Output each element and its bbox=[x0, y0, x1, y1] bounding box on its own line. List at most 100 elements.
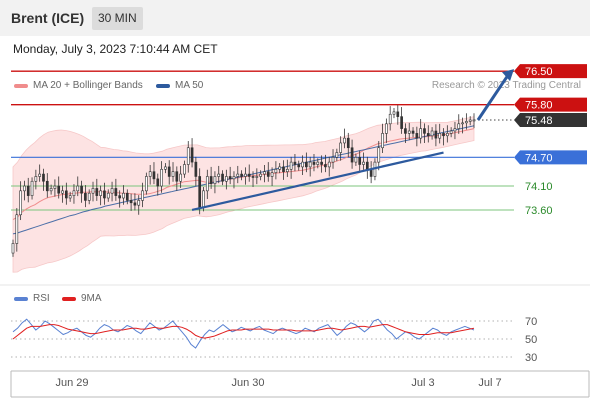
9ma-line bbox=[12, 324, 475, 340]
candle-body bbox=[358, 157, 362, 165]
candle-body bbox=[438, 133, 442, 139]
candle-body bbox=[350, 147, 354, 163]
candle-body bbox=[68, 195, 72, 199]
candle-body bbox=[72, 190, 76, 196]
candle-body bbox=[53, 185, 57, 189]
level-label-75-48: 75.48 bbox=[525, 115, 553, 127]
candle-body bbox=[194, 161, 198, 177]
candle-body bbox=[324, 164, 327, 168]
bollinger-band-layer bbox=[12, 116, 475, 273]
candle-body bbox=[122, 192, 125, 199]
candle-body bbox=[343, 137, 346, 144]
candle-body bbox=[415, 133, 419, 139]
candle-body bbox=[38, 173, 42, 177]
candle-body bbox=[396, 111, 400, 117]
candle-body bbox=[301, 161, 304, 168]
candle-body bbox=[145, 176, 148, 192]
candle-body bbox=[407, 130, 411, 134]
candle-body bbox=[95, 188, 99, 196]
candle-body bbox=[34, 176, 38, 182]
candle-body bbox=[133, 202, 137, 206]
candle-body bbox=[61, 190, 64, 194]
candle-body bbox=[141, 190, 144, 201]
ma20-legend-label: MA 20 + Bollinger Bands bbox=[33, 80, 143, 91]
candle-body bbox=[186, 147, 190, 165]
ma50-legend-label: MA 50 bbox=[175, 80, 204, 91]
level-label-73-60: 73.60 bbox=[525, 205, 553, 217]
candle-body bbox=[449, 130, 453, 134]
candle-body bbox=[106, 192, 110, 199]
ma9-legend-label: 9MA bbox=[81, 293, 102, 304]
instrument-title: Brent (ICE) bbox=[11, 10, 85, 26]
candle-body bbox=[11, 243, 15, 254]
level-label-74-70: 74.70 bbox=[525, 152, 553, 164]
candle-body bbox=[282, 166, 285, 172]
candle-body bbox=[167, 166, 171, 177]
candle-body bbox=[205, 176, 209, 192]
forecast-arrow-shaft bbox=[476, 74, 510, 121]
candle-body bbox=[297, 164, 301, 168]
candle-body bbox=[42, 173, 45, 182]
rsi-tick-50: 50 bbox=[525, 334, 537, 346]
candle-body bbox=[137, 200, 141, 206]
ma20-line bbox=[12, 128, 475, 221]
candle-body bbox=[308, 161, 312, 168]
candle-body bbox=[118, 195, 122, 199]
datetime-label: Monday, July 3, 2023 7:10:44 AM CET bbox=[13, 42, 218, 56]
candle-body bbox=[19, 190, 22, 216]
candle-body bbox=[392, 111, 396, 115]
candle-body bbox=[236, 173, 240, 177]
candle-body bbox=[26, 185, 30, 196]
candle-body bbox=[346, 137, 350, 149]
ma50-legend-swatch bbox=[156, 84, 170, 88]
candle-body bbox=[388, 113, 392, 125]
x-axis-label: Jun 29 bbox=[55, 377, 88, 389]
candle-body bbox=[369, 168, 373, 177]
candle-body bbox=[465, 121, 468, 124]
candle-body bbox=[331, 157, 335, 163]
candle-body bbox=[76, 185, 80, 192]
candle-body bbox=[259, 173, 262, 177]
candle-body bbox=[461, 122, 464, 125]
candle-body bbox=[434, 130, 438, 139]
candle-body bbox=[335, 152, 339, 158]
support-trendline bbox=[191, 151, 444, 212]
candle-body bbox=[457, 123, 461, 129]
candle-body bbox=[99, 190, 102, 196]
candle-body bbox=[274, 168, 278, 173]
candle-body bbox=[30, 180, 34, 196]
ma20-legend-swatch bbox=[14, 84, 28, 88]
candle-body bbox=[278, 166, 282, 170]
candle-body bbox=[263, 171, 266, 175]
candle-body bbox=[125, 192, 129, 201]
candle-body bbox=[423, 128, 426, 134]
level-label-75-80: 75.80 bbox=[525, 100, 553, 112]
candle-body bbox=[45, 180, 49, 192]
rsi-legend-label: RSI bbox=[33, 293, 50, 304]
candle-body bbox=[255, 176, 259, 178]
price-levels-layer bbox=[11, 70, 514, 211]
candle-body bbox=[285, 168, 289, 172]
level-tag-75-48 bbox=[514, 112, 587, 127]
level-label-76-50: 76.50 bbox=[525, 66, 553, 78]
candle-body bbox=[442, 133, 445, 137]
candle-body bbox=[430, 130, 434, 137]
rsi-tick-30: 30 bbox=[525, 352, 537, 364]
candle-body bbox=[312, 161, 316, 165]
candle-body bbox=[190, 147, 194, 163]
candle-body bbox=[49, 188, 53, 192]
candle-body bbox=[385, 123, 388, 134]
rsi-line bbox=[12, 318, 475, 349]
candle-body bbox=[339, 142, 342, 153]
candle-body bbox=[91, 188, 95, 194]
x-axis-label: Jun 30 bbox=[231, 377, 264, 389]
candle-body bbox=[293, 161, 297, 165]
candle-body bbox=[183, 164, 186, 175]
candle-body bbox=[354, 157, 358, 163]
candle-body bbox=[148, 171, 152, 177]
price-labels-layer: 76.50 75.80 75.48 74.70 74.10 73.60 bbox=[514, 64, 587, 217]
level-tag-75-80 bbox=[514, 97, 587, 112]
timeframe-button[interactable]: 30 MIN bbox=[92, 7, 143, 30]
candle-body bbox=[156, 178, 160, 187]
